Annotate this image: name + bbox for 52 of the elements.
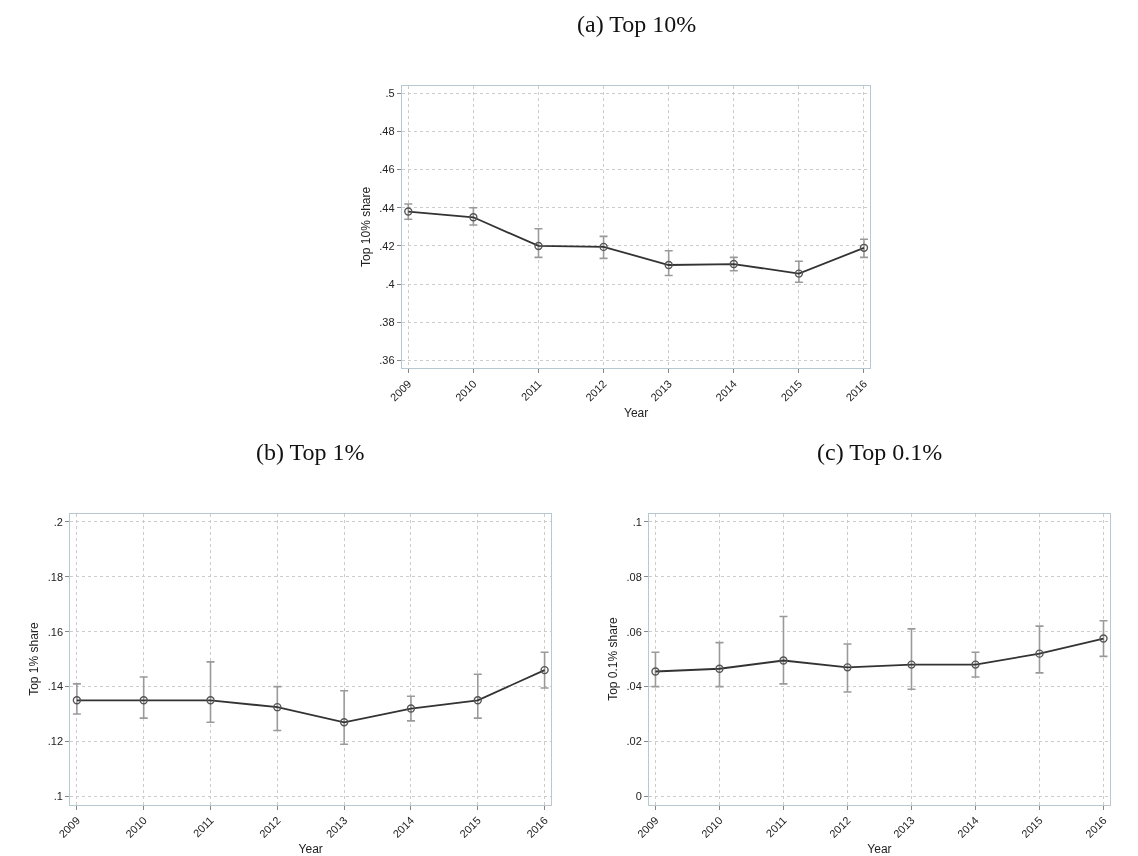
y-tick-label: .38 <box>379 316 395 329</box>
point <box>843 663 852 672</box>
x-axis-title: Year <box>624 406 649 421</box>
point <box>715 664 724 673</box>
point <box>794 269 804 278</box>
point <box>651 667 660 676</box>
point <box>206 696 215 705</box>
y-tick-label: .04 <box>626 680 642 693</box>
point <box>540 665 549 675</box>
point <box>664 260 673 270</box>
chart-title: (b) Top 1% <box>256 439 365 465</box>
y-tick-label: .14 <box>47 680 63 693</box>
x-axis-title: Year <box>867 842 892 856</box>
y-tick-label: .12 <box>47 735 63 748</box>
y-tick-label: .1 <box>53 790 63 803</box>
y-tick-label: .06 <box>626 625 642 638</box>
chart-title: (a) Top 10% <box>577 11 697 37</box>
y-tick-label: .5 <box>385 87 395 100</box>
y-axis-title: Top 0.1% share <box>605 617 620 701</box>
y-tick-label: .48 <box>379 125 395 138</box>
point <box>971 660 980 669</box>
y-tick-label: .4 <box>385 277 395 290</box>
y-axis-title: Top 10% share <box>358 186 373 267</box>
point <box>139 696 148 705</box>
point <box>273 702 282 712</box>
point <box>339 718 349 727</box>
point <box>779 656 788 665</box>
y-tick-label: .1 <box>632 515 642 528</box>
chart-title: (c) Top 0.1% <box>817 439 943 465</box>
y-tick-label: .42 <box>379 239 395 252</box>
y-tick-label: .18 <box>47 570 63 583</box>
point <box>907 660 916 669</box>
point <box>72 696 82 705</box>
y-tick-label: .36 <box>379 354 395 367</box>
point <box>1035 649 1044 658</box>
y-tick-label: .02 <box>626 735 642 748</box>
y-tick-label: .2 <box>53 515 63 528</box>
y-tick-label: .44 <box>379 201 395 214</box>
x-axis-title: Year <box>298 842 323 856</box>
point <box>859 243 869 253</box>
point <box>404 207 413 216</box>
point <box>469 213 478 222</box>
y-tick-label: 0 <box>635 790 642 803</box>
point <box>599 242 608 252</box>
y-axis-title: Top 1% share <box>27 622 41 696</box>
y-tick-label: .46 <box>379 163 395 176</box>
point <box>406 704 416 713</box>
point <box>473 696 482 705</box>
point <box>1099 634 1108 643</box>
y-tick-label: .16 <box>47 625 63 638</box>
y-tick-label: .08 <box>626 570 642 583</box>
point <box>534 241 543 251</box>
